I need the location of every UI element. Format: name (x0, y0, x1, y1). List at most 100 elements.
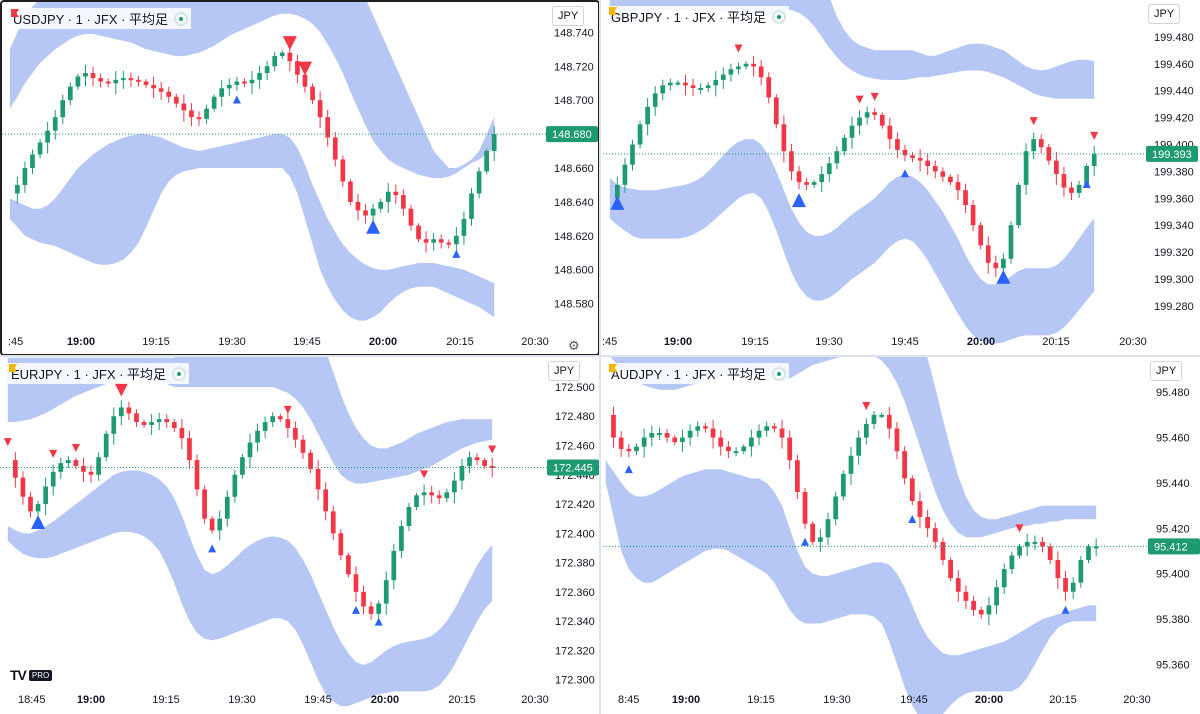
upper-band (609, 0, 1095, 99)
price-axis-label: 172.300 (555, 675, 595, 687)
candle-body (630, 144, 635, 165)
candle-body (446, 242, 452, 245)
candle-body (833, 496, 839, 520)
candle-body (826, 163, 832, 175)
chart-canvas-audjpy[interactable]: 95.480 95.460 95.440 95.420 95.400 95.380 95.3… (600, 357, 1200, 714)
time-axis-label: :45 (602, 336, 617, 348)
price-axis-label: 199.420 (1154, 113, 1194, 125)
candle-body (773, 97, 779, 125)
flag-icon[interactable] (10, 8, 20, 18)
current-price-label: 172.445 (553, 462, 593, 474)
flag-icon[interactable] (8, 363, 18, 373)
candle-body (141, 422, 147, 426)
candle-body (50, 471, 56, 487)
candle-body (476, 171, 482, 194)
pane-divider-vertical[interactable] (599, 0, 601, 714)
candle-body (166, 91, 172, 97)
candle-body (887, 125, 893, 140)
candle-body (247, 442, 253, 458)
candle-body (323, 489, 329, 512)
time-axis-label: 19:00 (664, 336, 692, 348)
flag-icon[interactable] (608, 363, 618, 373)
sell-signal-down-arrow-icon (1029, 117, 1038, 126)
chart-pane-usdjpy[interactable]: 148.740 148.720 148.700 148.680 148.660 148.6… (0, 0, 600, 356)
candle-body (1070, 582, 1076, 592)
candle-body (202, 489, 207, 519)
candle-body (615, 184, 620, 199)
candle-body (857, 117, 862, 126)
candle-body (1061, 174, 1067, 188)
time-axis-label: 19:30 (228, 694, 256, 706)
price-axis-label: 95.400 (1156, 569, 1190, 581)
candle-body (1047, 546, 1053, 561)
time-axis-label: 20:00 (371, 694, 399, 706)
current-price-badge (1148, 538, 1200, 555)
time-axis-label: 19:45 (304, 694, 332, 706)
candle-body (726, 446, 731, 452)
candle-body (804, 182, 809, 185)
candle-body (348, 181, 353, 202)
sell-signal-down-arrow-icon (870, 92, 879, 101)
candle-body (940, 171, 946, 177)
chart-title-eurjpy[interactable]: EURJPY · 1 · JFX · 平均足 (8, 363, 190, 384)
currency-button[interactable]: JPY (548, 361, 581, 381)
candle-body (1046, 147, 1052, 161)
candle-body (96, 457, 101, 475)
flag-icon[interactable] (608, 6, 618, 16)
status-dot-icon[interactable] (772, 9, 787, 24)
price-axis-label: 172.360 (555, 587, 595, 599)
time-axis-label: 20:15 (448, 694, 476, 706)
chart-title-audjpy[interactable]: AUDJPY · 1 · JFX · 平均足 (608, 363, 790, 384)
chart-canvas-gbpjpy[interactable]: 199.480199.460199.440199.420199.400199.3… (600, 0, 1200, 356)
candle-body (385, 191, 391, 202)
currency-button[interactable]: JPY (1150, 361, 1183, 381)
tradingview-logo[interactable]: TV PRO (10, 667, 53, 683)
candle-body (194, 460, 200, 490)
chart-title-usdjpy[interactable]: USDJPY · 1 · JFX · 平均足 (10, 8, 192, 29)
status-dot-icon[interactable] (172, 366, 187, 381)
candle-body (120, 78, 126, 81)
price-axis-label: 172.320 (555, 645, 595, 657)
chart-pane-gbpjpy[interactable]: 199.480 199.460 199.440 199.420 199.400 199.3… (600, 0, 1200, 356)
candle-body (249, 79, 255, 84)
status-dot-icon[interactable] (772, 366, 787, 381)
candle-body (103, 433, 109, 458)
price-axis-label: 172.420 (555, 499, 595, 511)
time-axis-label: 19:15 (741, 336, 769, 348)
buy-signal-up-arrow-icon (374, 617, 383, 626)
time-axis-label: :45 (8, 336, 23, 348)
candle-body (355, 201, 361, 211)
candle-body (118, 407, 124, 417)
candle-body (794, 460, 800, 492)
chart-pane-audjpy[interactable]: 95.480 95.460 95.440 95.420 95.400 95.380 95.3… (600, 357, 1200, 714)
price-axis-label: 148.620 (554, 231, 594, 243)
candle-body (971, 600, 976, 610)
chart-title-gbpjpy[interactable]: GBPJPY · 1 · JFX · 平均足 (608, 6, 790, 27)
candle-body (111, 416, 117, 434)
currency-button[interactable]: JPY (1148, 4, 1181, 24)
candle-body (664, 433, 670, 438)
price-axis-label: 172.480 (555, 411, 595, 423)
price-axis-label: 199.380 (1154, 166, 1194, 178)
candle-body (232, 474, 238, 497)
pane-divider-horizontal[interactable] (0, 355, 1200, 357)
candle-body (932, 166, 938, 172)
price-axis-label: 95.360 (1156, 659, 1190, 671)
chart-canvas-usdjpy[interactable]: 148.740 148.720 148.700 148.680 148.660 148.6… (2, 2, 598, 354)
status-dot-icon[interactable] (174, 11, 189, 26)
candle-body (43, 486, 48, 505)
candle-body (224, 496, 230, 519)
settings-gear-icon[interactable]: ⚙ (568, 338, 580, 353)
chart-canvas-eurjpy[interactable]: 172.500172.480172.460172.440172.420172.4… (0, 357, 600, 714)
price-axis-label: 172.400 (555, 528, 595, 540)
candle-body (611, 414, 616, 438)
candle-body (431, 239, 437, 243)
price-axis-label: 199.460 (1154, 59, 1194, 71)
currency-button[interactable]: JPY (552, 6, 585, 26)
current-price-badge (1146, 145, 1198, 162)
current-price-label: 199.393 (1152, 149, 1192, 161)
candle-body (802, 491, 808, 524)
candle-body (295, 61, 300, 75)
chart-pane-eurjpy[interactable]: 172.500 172.480 172.460 172.440 172.420 172.4… (0, 357, 600, 714)
symbol-label: EURJPY · 1 · JFX · 平均足 (11, 367, 167, 382)
